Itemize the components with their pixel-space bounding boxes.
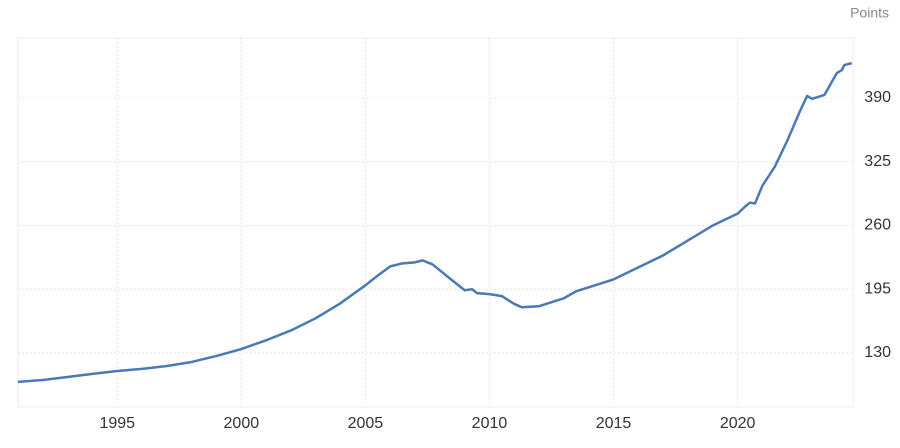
x-tick-label: 2000 — [224, 415, 260, 432]
x-tick-label: 1995 — [99, 415, 135, 432]
x-tick-label: 2005 — [348, 415, 384, 432]
plot-area — [17, 37, 854, 408]
y-tick-label: 260 — [864, 217, 891, 234]
y-unit-label: Points — [850, 5, 889, 21]
x-tick-label: 2020 — [720, 415, 756, 432]
y-tick-label: 390 — [864, 89, 891, 106]
x-tick-label: 2015 — [596, 415, 632, 432]
y-tick-label: 130 — [864, 344, 891, 361]
y-tick-label: 325 — [864, 153, 891, 170]
y-tick-label: 195 — [864, 280, 891, 297]
x-tick-label: 2010 — [472, 415, 508, 432]
data-line — [17, 61, 853, 384]
